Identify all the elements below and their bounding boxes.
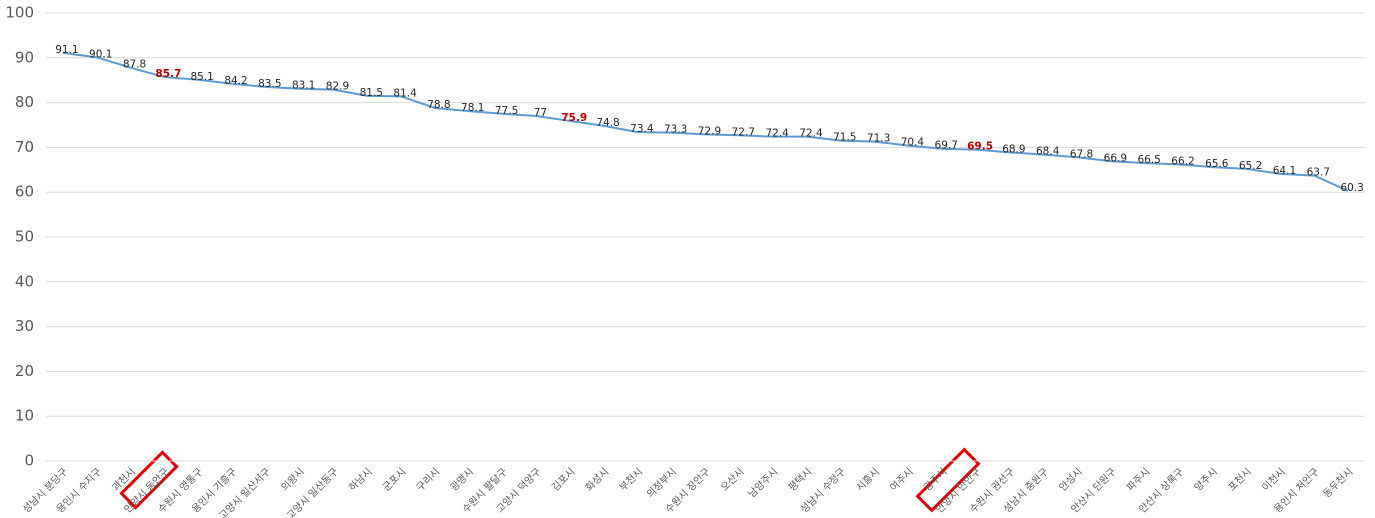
y-tick-label: 10 (15, 407, 34, 425)
x-tick-label: 포천시 (1226, 466, 1254, 494)
y-tick-label: 50 (15, 228, 34, 246)
x-tick-label: 화성시 (583, 466, 611, 494)
value-label: 72.7 (732, 126, 755, 138)
x-tick-label: 하남시 (346, 465, 375, 494)
value-label: 69.7 (935, 140, 958, 152)
highlight-box (119, 450, 179, 510)
y-tick-label: 70 (15, 138, 34, 156)
value-label: 81.4 (393, 87, 417, 99)
value-label: 85.1 (190, 71, 213, 83)
x-tick-label: 남양주시 (746, 466, 781, 501)
x-tick-label: 평택시 (786, 466, 814, 494)
x-tick-label: 파주시 (1124, 466, 1152, 494)
value-label: 87.8 (123, 59, 146, 71)
x-tick-label: 의왕시 (279, 466, 307, 494)
x-tick-label: 오산시 (719, 466, 747, 494)
value-label: 91.1 (55, 44, 78, 56)
x-tick-label: 군포시 (380, 466, 408, 494)
value-label: 71.3 (867, 133, 890, 145)
value-label: 72.4 (765, 128, 789, 140)
y-tick-label: 100 (5, 4, 34, 22)
line (62, 51, 1349, 192)
x-tick-label: 부천시 (617, 466, 645, 494)
value-label: 64.1 (1273, 165, 1296, 177)
value-label: 69.5 (967, 141, 993, 153)
value-label: 77.5 (495, 105, 518, 117)
x-tick-label: 의정부시 (644, 466, 679, 501)
value-label: 81.5 (360, 87, 383, 99)
value-label: 60.3 (1340, 182, 1363, 194)
value-label: 63.7 (1307, 167, 1330, 179)
value-label: 84.2 (224, 75, 247, 87)
x-tick-label: 안성시 (1057, 466, 1085, 494)
x-tick-label: 시흥시 (853, 465, 882, 494)
value-label: 73.4 (630, 123, 654, 135)
y-tick-label: 30 (15, 317, 34, 335)
value-label: 78.1 (461, 102, 484, 114)
value-label: 77 (534, 107, 547, 119)
value-label: 68.9 (1002, 143, 1025, 155)
value-label: 90.1 (89, 48, 112, 60)
x-tick-label: 김포시 (549, 466, 577, 494)
value-label: 71.5 (833, 132, 856, 144)
value-label: 78.8 (427, 99, 450, 111)
y-tick-label: 0 (24, 452, 34, 470)
value-label: 66.5 (1137, 154, 1160, 166)
x-tick-label: 여주시 (888, 466, 916, 494)
y-tick-label: 90 (15, 48, 34, 66)
value-label: 75.9 (561, 112, 587, 124)
value-label: 65.2 (1239, 160, 1262, 172)
x-tick-label: 이천시 (1260, 466, 1288, 494)
value-label: 83.1 (292, 80, 315, 92)
value-label: 74.8 (596, 117, 619, 129)
highlight-box (915, 447, 981, 513)
y-tick-label: 80 (15, 93, 34, 111)
value-label: 66.2 (1171, 155, 1194, 167)
x-tick-label: 광명시 (448, 466, 476, 494)
y-tick-label: 60 (15, 183, 34, 201)
value-label: 85.7 (155, 68, 181, 80)
value-label: 67.8 (1070, 148, 1093, 160)
y-tick-label: 40 (15, 272, 34, 290)
x-tick-label: 양주시 (1192, 466, 1220, 494)
value-label: 72.4 (799, 128, 823, 140)
x-tick-label: 구리시 (414, 466, 442, 494)
value-label: 83.5 (258, 78, 281, 90)
value-label: 65.6 (1205, 158, 1229, 170)
y-tick-label: 20 (15, 362, 34, 380)
value-label: 70.4 (901, 137, 925, 149)
x-tick-label: 동두천시 (1321, 466, 1356, 501)
value-label: 66.9 (1104, 152, 1127, 164)
value-label: 82.9 (326, 81, 349, 93)
value-label: 73.3 (664, 124, 687, 136)
value-label: 68.4 (1036, 146, 1060, 158)
value-label: 72.9 (698, 125, 721, 137)
